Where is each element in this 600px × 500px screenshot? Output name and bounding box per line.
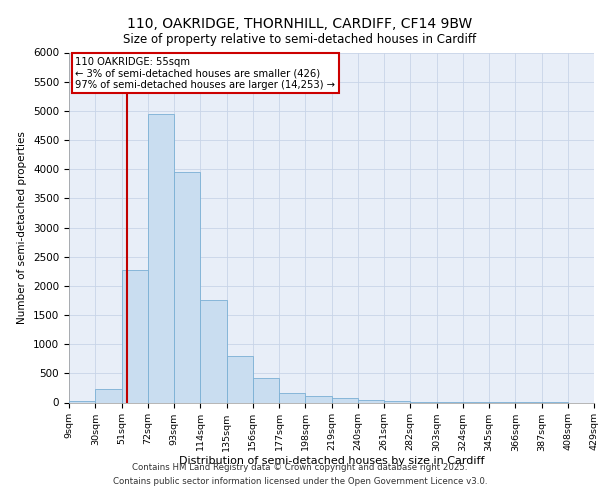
- Text: Size of property relative to semi-detached houses in Cardiff: Size of property relative to semi-detach…: [124, 32, 476, 46]
- Bar: [200, 300, 227, 402]
- Bar: [122, 270, 148, 402]
- Y-axis label: Number of semi-detached properties: Number of semi-detached properties: [17, 131, 28, 324]
- Text: 110, OAKRIDGE, THORNHILL, CARDIFF, CF14 9BW: 110, OAKRIDGE, THORNHILL, CARDIFF, CF14 …: [127, 18, 473, 32]
- X-axis label: Distribution of semi-detached houses by size in Cardiff: Distribution of semi-detached houses by …: [179, 456, 484, 466]
- Text: Contains public sector information licensed under the Open Government Licence v3: Contains public sector information licen…: [113, 477, 487, 486]
- Bar: [279, 393, 305, 402]
- Bar: [253, 378, 279, 402]
- Text: Contains HM Land Registry data © Crown copyright and database right 2025.: Contains HM Land Registry data © Crown c…: [132, 464, 468, 472]
- Bar: [95, 389, 121, 402]
- Text: 110 OAKRIDGE: 55sqm
← 3% of semi-detached houses are smaller (426)
97% of semi-d: 110 OAKRIDGE: 55sqm ← 3% of semi-detache…: [76, 56, 335, 90]
- Bar: [227, 356, 253, 403]
- Bar: [305, 396, 332, 402]
- Bar: [148, 114, 174, 403]
- Bar: [174, 172, 200, 402]
- Bar: [332, 398, 358, 402]
- Bar: [358, 400, 384, 402]
- Bar: [69, 401, 95, 402]
